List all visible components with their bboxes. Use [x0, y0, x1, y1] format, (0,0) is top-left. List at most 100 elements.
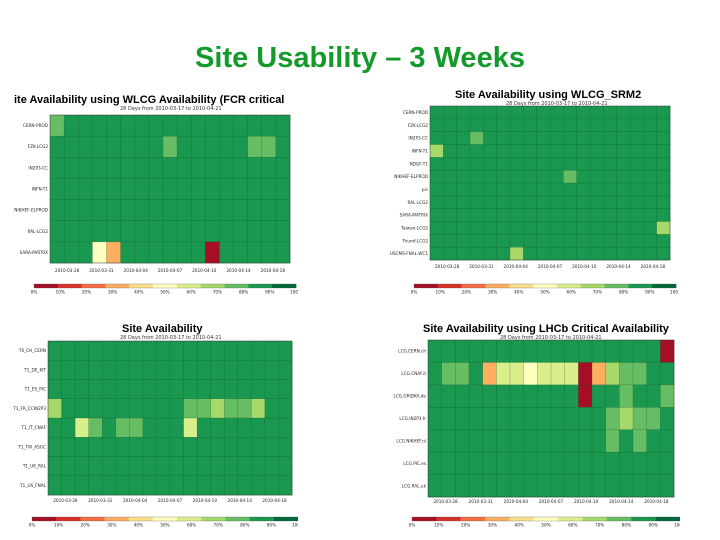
x-tick-label: 2010-04-10 [192, 268, 217, 273]
x-tick-label: 2010-03-31 [469, 264, 494, 269]
colorbar-tick-label: 70% [595, 523, 604, 528]
heatmap-cell [129, 341, 144, 361]
heatmap-cell [441, 384, 456, 408]
heatmap-cell [576, 247, 591, 261]
colorbar-tick-label: 70% [213, 290, 222, 295]
heatmap-cell [237, 379, 252, 400]
plot-border [429, 105, 671, 261]
heatmap-cell [578, 429, 593, 453]
heatmap-cell [64, 136, 79, 158]
heatmap-srm2: CERN-PROD FZK-LCG2 IN2P3-CC INFN-T1 NDGF-T1 N… [390, 105, 678, 295]
heatmap-cell [170, 437, 184, 457]
heatmap-cell [551, 452, 565, 475]
colorbar-tick-label: 10% [434, 523, 443, 528]
colorbar-tick-label: 60% [568, 523, 577, 528]
heatmap-cell [219, 178, 234, 200]
heatmap-cell [470, 131, 484, 145]
heatmap-cell [550, 221, 564, 235]
heatmap-cell [61, 360, 76, 380]
colorbar-swatch [56, 517, 81, 521]
heatmap-cell [510, 362, 524, 386]
heatmap-site: T0_CH_CERN T1_DE_KIT T1_ES_PIC T1_FR_CCIN2P… [12, 340, 298, 528]
heatmap-cell [603, 247, 617, 261]
heatmap-cell [247, 220, 263, 243]
row-label: NDGF-T1 [410, 161, 429, 166]
colorbar-swatch [152, 517, 178, 521]
heatmap-cell [646, 452, 661, 475]
colorbar-swatch [509, 517, 535, 521]
heatmap-cell [205, 136, 220, 158]
colorbar-tick-label: 50% [160, 290, 169, 295]
heatmap-cell [496, 144, 511, 158]
heatmap-cell [551, 474, 565, 498]
heatmap-cell [102, 360, 117, 380]
heatmap-cell [578, 474, 593, 498]
heatmap-cell [430, 170, 444, 184]
heatmap-cell [603, 144, 617, 158]
heatmap-cell [92, 157, 107, 179]
heatmap-cell [483, 234, 497, 248]
heatmap-cell [430, 234, 444, 248]
heatmap-cell [496, 118, 511, 132]
chart-panel-fcr: ite Availability using WLCG Availability… [8, 88, 298, 302]
heatmap-cell [619, 407, 634, 431]
row-label: Taiwan-LCG2 [400, 225, 428, 230]
heatmap-cell [536, 195, 551, 209]
heatmap-cell [443, 131, 457, 145]
colorbar-tick-label: 30% [488, 290, 497, 295]
x-tick-label: 2010-04-14 [228, 498, 253, 503]
heatmap-cell [237, 456, 252, 477]
heatmap-cell [551, 407, 565, 431]
heatmap-cell [510, 234, 524, 248]
row-label: NIKHEF-ELPROD [14, 208, 48, 213]
heatmap-cell [496, 247, 511, 261]
row-label: FZK-LCG2 [28, 144, 49, 149]
heatmap-cell [177, 220, 192, 243]
heatmap-cell [78, 178, 93, 200]
heatmap-cell [210, 418, 225, 438]
heatmap-cell [523, 195, 537, 209]
heatmap-cell [205, 115, 220, 137]
heatmap-cell [170, 475, 184, 496]
heatmap-cell [578, 384, 593, 408]
heatmap-cell [660, 340, 675, 363]
colorbar-swatch [80, 517, 105, 521]
row-label: LCG.IN2P3.fr [399, 416, 426, 421]
heatmap-cell [496, 170, 511, 184]
colorbar-tick-label: 70% [214, 523, 223, 528]
colorbar-tick-label: 90% [265, 290, 274, 295]
x-tick-label: 2010-04-04 [504, 264, 529, 269]
chart-title: Site Availability using WLCG_SRM2 [455, 89, 642, 101]
heatmap-cell [428, 362, 442, 386]
heatmap-cell [251, 437, 266, 457]
heatmap-cell [197, 360, 211, 380]
heatmap-cell [142, 456, 157, 477]
heatmap-cell [537, 407, 552, 431]
heatmap-cell [456, 183, 471, 197]
heatmap-cell [523, 208, 537, 222]
heatmap-cell [88, 360, 103, 380]
heatmap-cell [563, 170, 577, 184]
heatmap-cell [191, 199, 206, 222]
heatmap-cell [483, 247, 497, 261]
heatmap-cell [605, 407, 620, 431]
chart-subtitle: 28 Days from 2010-03-17 to 2010-04-21 [120, 335, 222, 341]
heatmap-cell [134, 136, 150, 158]
heatmap-cell [605, 362, 620, 386]
heatmap-cell [251, 418, 266, 438]
heatmap-cell [456, 131, 471, 145]
heatmap-cell [278, 418, 293, 438]
heatmap-cell [48, 398, 62, 419]
heatmap-cell [643, 195, 657, 209]
heatmap-cell [633, 429, 647, 453]
heatmap-cell [483, 157, 497, 171]
colorbar-tick-label: 60% [187, 290, 196, 295]
heatmap-cell [183, 418, 198, 438]
heatmap-cell [456, 157, 471, 171]
colorbar-tick-label: 90% [649, 523, 658, 528]
heatmap-cell [630, 131, 644, 145]
heatmap-cell [443, 183, 457, 197]
chart-panel-srm2: Site Availability using WLCG_SRM2 28 Day… [388, 84, 678, 298]
heatmap-cell [183, 360, 198, 380]
heatmap-cell [156, 437, 171, 457]
